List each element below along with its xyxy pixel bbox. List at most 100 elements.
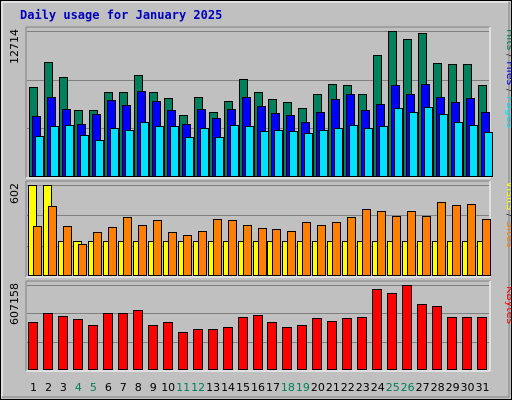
bar-kbytes-day-19 — [297, 325, 307, 370]
bar-kbytes-day-5 — [88, 325, 98, 370]
x-tick-label-day-6: 6 — [105, 381, 112, 394]
bar-pages-day-28 — [439, 114, 448, 177]
x-tick-label-day-19: 19 — [296, 381, 310, 394]
panel-visits-sites: 602 Visits / Sites — [8, 181, 511, 276]
ymax-label-kbytes: 607158 — [8, 283, 21, 325]
bar-pages-day-20 — [319, 130, 328, 177]
x-tick-label-day-9: 9 — [150, 381, 157, 394]
bar-sites-day-3 — [63, 226, 72, 276]
x-tick-label-day-3: 3 — [60, 381, 67, 394]
bar-kbytes-day-23 — [357, 317, 367, 370]
bar-pages-day-14 — [230, 125, 239, 177]
bar-pages-day-24 — [379, 126, 388, 177]
bar-kbytes-day-6 — [103, 313, 113, 370]
x-tick-label-day-13: 13 — [206, 381, 220, 394]
bar-kbytes-day-25 — [387, 293, 397, 370]
bar-kbytes-day-27 — [417, 304, 427, 370]
panel-hits-files-pages: 12714 Hits / Files / Pages — [8, 29, 511, 177]
x-tick-label-day-2: 2 — [45, 381, 52, 394]
bar-kbytes-day-17 — [267, 322, 277, 370]
side-legend-files: Files — [504, 58, 511, 86]
bar-sites-day-17 — [272, 229, 281, 276]
x-tick-label-day-29: 29 — [446, 381, 460, 394]
bar-sites-day-25 — [392, 216, 401, 276]
bar-kbytes-day-14 — [223, 327, 233, 370]
bar-kbytes-day-11 — [178, 332, 188, 370]
bar-kbytes-day-15 — [238, 317, 248, 370]
bar-sites-day-2 — [48, 206, 57, 276]
bar-sites-day-7 — [123, 217, 132, 276]
bar-sites-day-29 — [452, 205, 461, 276]
chart-title: Daily usage for January 2025 — [20, 8, 222, 22]
side-legend-sites: Sites — [504, 217, 511, 248]
bar-kbytes-day-26 — [402, 285, 412, 370]
bar-sites-day-27 — [422, 216, 431, 276]
x-tick-label-day-21: 21 — [326, 381, 340, 394]
bar-kbytes-day-16 — [253, 315, 263, 370]
x-tick-label-day-24: 24 — [371, 381, 385, 394]
x-tick-label-day-28: 28 — [431, 381, 445, 394]
bar-pages-day-13 — [215, 137, 224, 177]
bar-pages-day-4 — [80, 135, 89, 177]
bar-pages-day-8 — [140, 122, 149, 177]
bar-sites-day-18 — [287, 231, 296, 276]
side-legend-hits: Hits — [504, 29, 511, 51]
bar-sites-day-26 — [407, 211, 416, 276]
bar-pages-day-22 — [349, 125, 358, 177]
x-tick-label-day-18: 18 — [281, 381, 295, 394]
bar-pages-day-31 — [484, 132, 493, 177]
side-legend-kbytes: KBytes — [504, 286, 511, 324]
x-tick-label-day-15: 15 — [236, 381, 250, 394]
bar-sites-day-16 — [258, 228, 267, 276]
panel-kbytes: 607158 KBytes — [8, 283, 511, 370]
bar-sites-day-1 — [33, 226, 42, 276]
x-tick-label-day-16: 16 — [251, 381, 265, 394]
side-legend-top: Hits / Files / Pages — [504, 29, 511, 129]
bar-kbytes-day-8 — [133, 310, 143, 370]
bar-sites-day-8 — [138, 225, 147, 276]
bar-pages-day-16 — [260, 131, 269, 177]
bar-kbytes-day-13 — [208, 329, 218, 370]
bar-pages-day-7 — [125, 130, 134, 177]
bar-kbytes-day-28 — [432, 306, 442, 370]
bar-pages-day-2 — [50, 126, 59, 177]
side-legend-sep: / — [504, 85, 511, 92]
bar-pages-day-18 — [289, 131, 298, 177]
bar-sites-day-19 — [302, 222, 311, 276]
bar-kbytes-day-22 — [342, 318, 352, 370]
bar-pages-day-1 — [35, 136, 44, 177]
bar-sites-day-10 — [168, 232, 177, 276]
bar-pages-day-30 — [469, 125, 478, 177]
bar-kbytes-day-31 — [477, 317, 487, 370]
x-tick-label-day-14: 14 — [221, 381, 235, 394]
bar-pages-day-3 — [65, 125, 74, 177]
bar-sites-day-24 — [377, 211, 386, 276]
bar-kbytes-day-24 — [372, 289, 382, 370]
side-legend-sep: / — [504, 210, 511, 217]
bar-kbytes-day-7 — [118, 313, 128, 370]
x-tick-label-day-4: 4 — [75, 381, 82, 394]
x-tick-label-day-1: 1 — [30, 381, 37, 394]
bar-sites-day-9 — [153, 220, 162, 276]
x-tick-label-day-8: 8 — [135, 381, 142, 394]
bar-pages-day-6 — [110, 128, 119, 177]
side-legend-pages: Pages — [504, 92, 511, 128]
bar-pages-day-17 — [274, 130, 283, 177]
bar-kbytes-day-18 — [282, 327, 292, 370]
bar-sites-day-31 — [482, 219, 491, 276]
x-tick-label-day-20: 20 — [311, 381, 325, 394]
side-legend-bottom: KBytes — [504, 286, 511, 324]
x-tick-label-day-30: 30 — [461, 381, 475, 394]
bar-kbytes-day-21 — [327, 321, 337, 370]
bar-pages-day-19 — [304, 133, 313, 177]
x-tick-label-day-31: 31 — [476, 381, 490, 394]
side-legend-visits: Visits — [504, 181, 511, 210]
bar-pages-day-5 — [95, 140, 104, 177]
bar-sites-day-5 — [93, 232, 102, 276]
bar-sites-day-23 — [362, 209, 371, 276]
bar-sites-day-30 — [467, 204, 476, 276]
ymax-label-visits-sites: 602 — [8, 183, 21, 204]
x-tick-label-day-25: 25 — [386, 381, 400, 394]
bar-sites-day-15 — [243, 225, 252, 276]
